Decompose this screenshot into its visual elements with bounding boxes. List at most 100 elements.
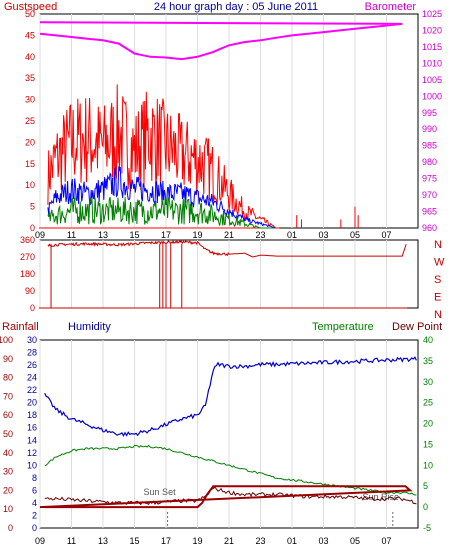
temp-tick-label: 10 xyxy=(423,460,433,470)
y-tick-label: 270 xyxy=(20,252,35,262)
x-tick-label: 23 xyxy=(255,536,265,546)
rainfall-line xyxy=(39,485,413,509)
sunrise-label: Sun Rise xyxy=(363,492,400,502)
rain-tick-label: 50 xyxy=(3,429,13,439)
compass-label: N xyxy=(434,309,442,321)
y-tick-label: 20 xyxy=(25,137,35,147)
y-tick-label: 40 xyxy=(25,52,35,62)
rain-tick-label: 60 xyxy=(3,410,13,420)
barometer-label: Barometer xyxy=(365,1,417,13)
barometer-series xyxy=(39,21,403,61)
y-tick-label: 965 xyxy=(422,207,437,217)
barometer-axis-ticks: 960 965 970 975 980 985 990 995 1000 1005 1010 1015… xyxy=(422,9,442,233)
sun-markers: Sun Set Sun Rise xyxy=(144,487,400,528)
y-tick-label: 985 xyxy=(422,141,437,151)
hum-tick-label: 10 xyxy=(27,460,37,470)
hum-tick-label: 0 xyxy=(32,523,37,533)
hum-tick-label: 28 xyxy=(27,348,37,358)
rainfall-axis-ticks: 0 10 20 30 40 50 60 70 80 90 100 xyxy=(0,335,13,533)
series-line xyxy=(47,196,276,229)
temp-tick-label: 15 xyxy=(423,439,433,449)
humidity-line xyxy=(44,356,417,437)
hum-tick-label: 18 xyxy=(27,410,37,420)
rain-tick-label: 30 xyxy=(3,467,13,477)
dew-point-line xyxy=(44,486,417,506)
compass-label: N xyxy=(434,239,442,251)
hum-tick-label: 24 xyxy=(27,373,37,383)
temp-tick-label: 20 xyxy=(423,419,433,429)
x-tick-label: 05 xyxy=(350,230,360,240)
x-tick-label: 23 xyxy=(255,230,265,240)
y-tick-label: 1025 xyxy=(422,9,442,19)
temp-tick-label: 35 xyxy=(423,356,433,366)
barometer-line xyxy=(39,21,403,61)
rain-tick-label: 40 xyxy=(3,448,13,458)
temperature-label: Temperature xyxy=(312,321,374,333)
x-tick-label: 17 xyxy=(161,536,171,546)
temp-tick-label: 30 xyxy=(423,377,433,387)
rainfall-series xyxy=(39,485,413,509)
y-tick-label: 360 xyxy=(20,235,35,245)
x-tick-label: 15 xyxy=(129,230,139,240)
y-tick-label: 50 xyxy=(25,9,35,19)
temperature-axis-ticks: -5 0 5 10 15 20 25 30 35 40 xyxy=(423,335,433,533)
y-tick-label: 960 xyxy=(422,223,437,233)
y-tick-label: 1020 xyxy=(422,25,442,35)
x-tick-label: 01 xyxy=(287,536,297,546)
x-tick-label: 21 xyxy=(224,536,234,546)
series-line xyxy=(47,84,276,229)
y-tick-label: 1010 xyxy=(422,58,442,68)
wind-panel-x-ticks: 11 13 15 17 19 21 23 01 03 05 07 09 xyxy=(35,230,392,240)
y-tick-label: 25 xyxy=(25,116,35,126)
x-tick-label: 03 xyxy=(318,230,328,240)
gustspeed-label: Gustspeed xyxy=(4,1,57,13)
temp-tick-label: 40 xyxy=(423,335,433,345)
x-tick-label: 09 xyxy=(35,536,45,546)
humidity-series xyxy=(44,356,417,437)
y-tick-label: 990 xyxy=(422,124,437,134)
x-tick-label: 17 xyxy=(161,230,171,240)
temp-tick-label: 0 xyxy=(423,502,428,512)
x-tick-label: 21 xyxy=(224,230,234,240)
temp-tick-label: -5 xyxy=(423,523,431,533)
rain-tick-label: 10 xyxy=(3,504,13,514)
y-tick-label: 5 xyxy=(30,202,35,212)
wind-panel-grid xyxy=(39,14,387,228)
y-tick-label: 15 xyxy=(25,159,35,169)
series-line xyxy=(47,166,276,229)
temp-tick-label: 25 xyxy=(423,398,433,408)
rain-tick-label: 20 xyxy=(3,485,13,495)
y-tick-label: 1005 xyxy=(422,75,442,85)
hum-tick-label: 4 xyxy=(32,498,37,508)
y-tick-label: 45 xyxy=(25,30,35,40)
rain-tick-label: 80 xyxy=(3,373,13,383)
x-tick-label: 11 xyxy=(67,230,76,240)
direction-series xyxy=(39,239,407,309)
x-tick-label: 03 xyxy=(318,536,328,546)
y-tick-label: 90 xyxy=(25,286,35,296)
rainfall-label: Rainfall xyxy=(2,321,39,333)
hum-tick-label: 30 xyxy=(27,335,37,345)
temperature-line xyxy=(44,444,417,496)
chart-title: 24 hour graph day : 05 June 2011 xyxy=(154,1,318,13)
hum-tick-label: 22 xyxy=(27,385,37,395)
x-tick-label: 09 xyxy=(35,230,45,240)
x-tick-label: 19 xyxy=(192,536,202,546)
humidity-label: Humidity xyxy=(68,321,111,333)
hum-tick-label: 8 xyxy=(32,473,37,483)
hum-tick-label: 12 xyxy=(27,448,37,458)
x-tick-label: 19 xyxy=(192,230,202,240)
x-tick-label: 13 xyxy=(98,536,108,546)
dew-point-series xyxy=(44,486,417,506)
y-tick-label: 1000 xyxy=(422,91,442,101)
x-tick-label: 07 xyxy=(381,230,391,240)
y-tick-label: 0 xyxy=(30,303,35,313)
hum-tick-label: 2 xyxy=(32,510,37,520)
hum-tick-label: 14 xyxy=(27,435,37,445)
x-tick-label: 05 xyxy=(350,536,360,546)
y-tick-label: 35 xyxy=(25,73,35,83)
gust-axis-ticks: 0 5 10 15 20 25 30 35 40 45 50 xyxy=(25,9,35,233)
x-tick-label: 11 xyxy=(67,536,76,546)
y-tick-label: 180 xyxy=(20,269,35,279)
